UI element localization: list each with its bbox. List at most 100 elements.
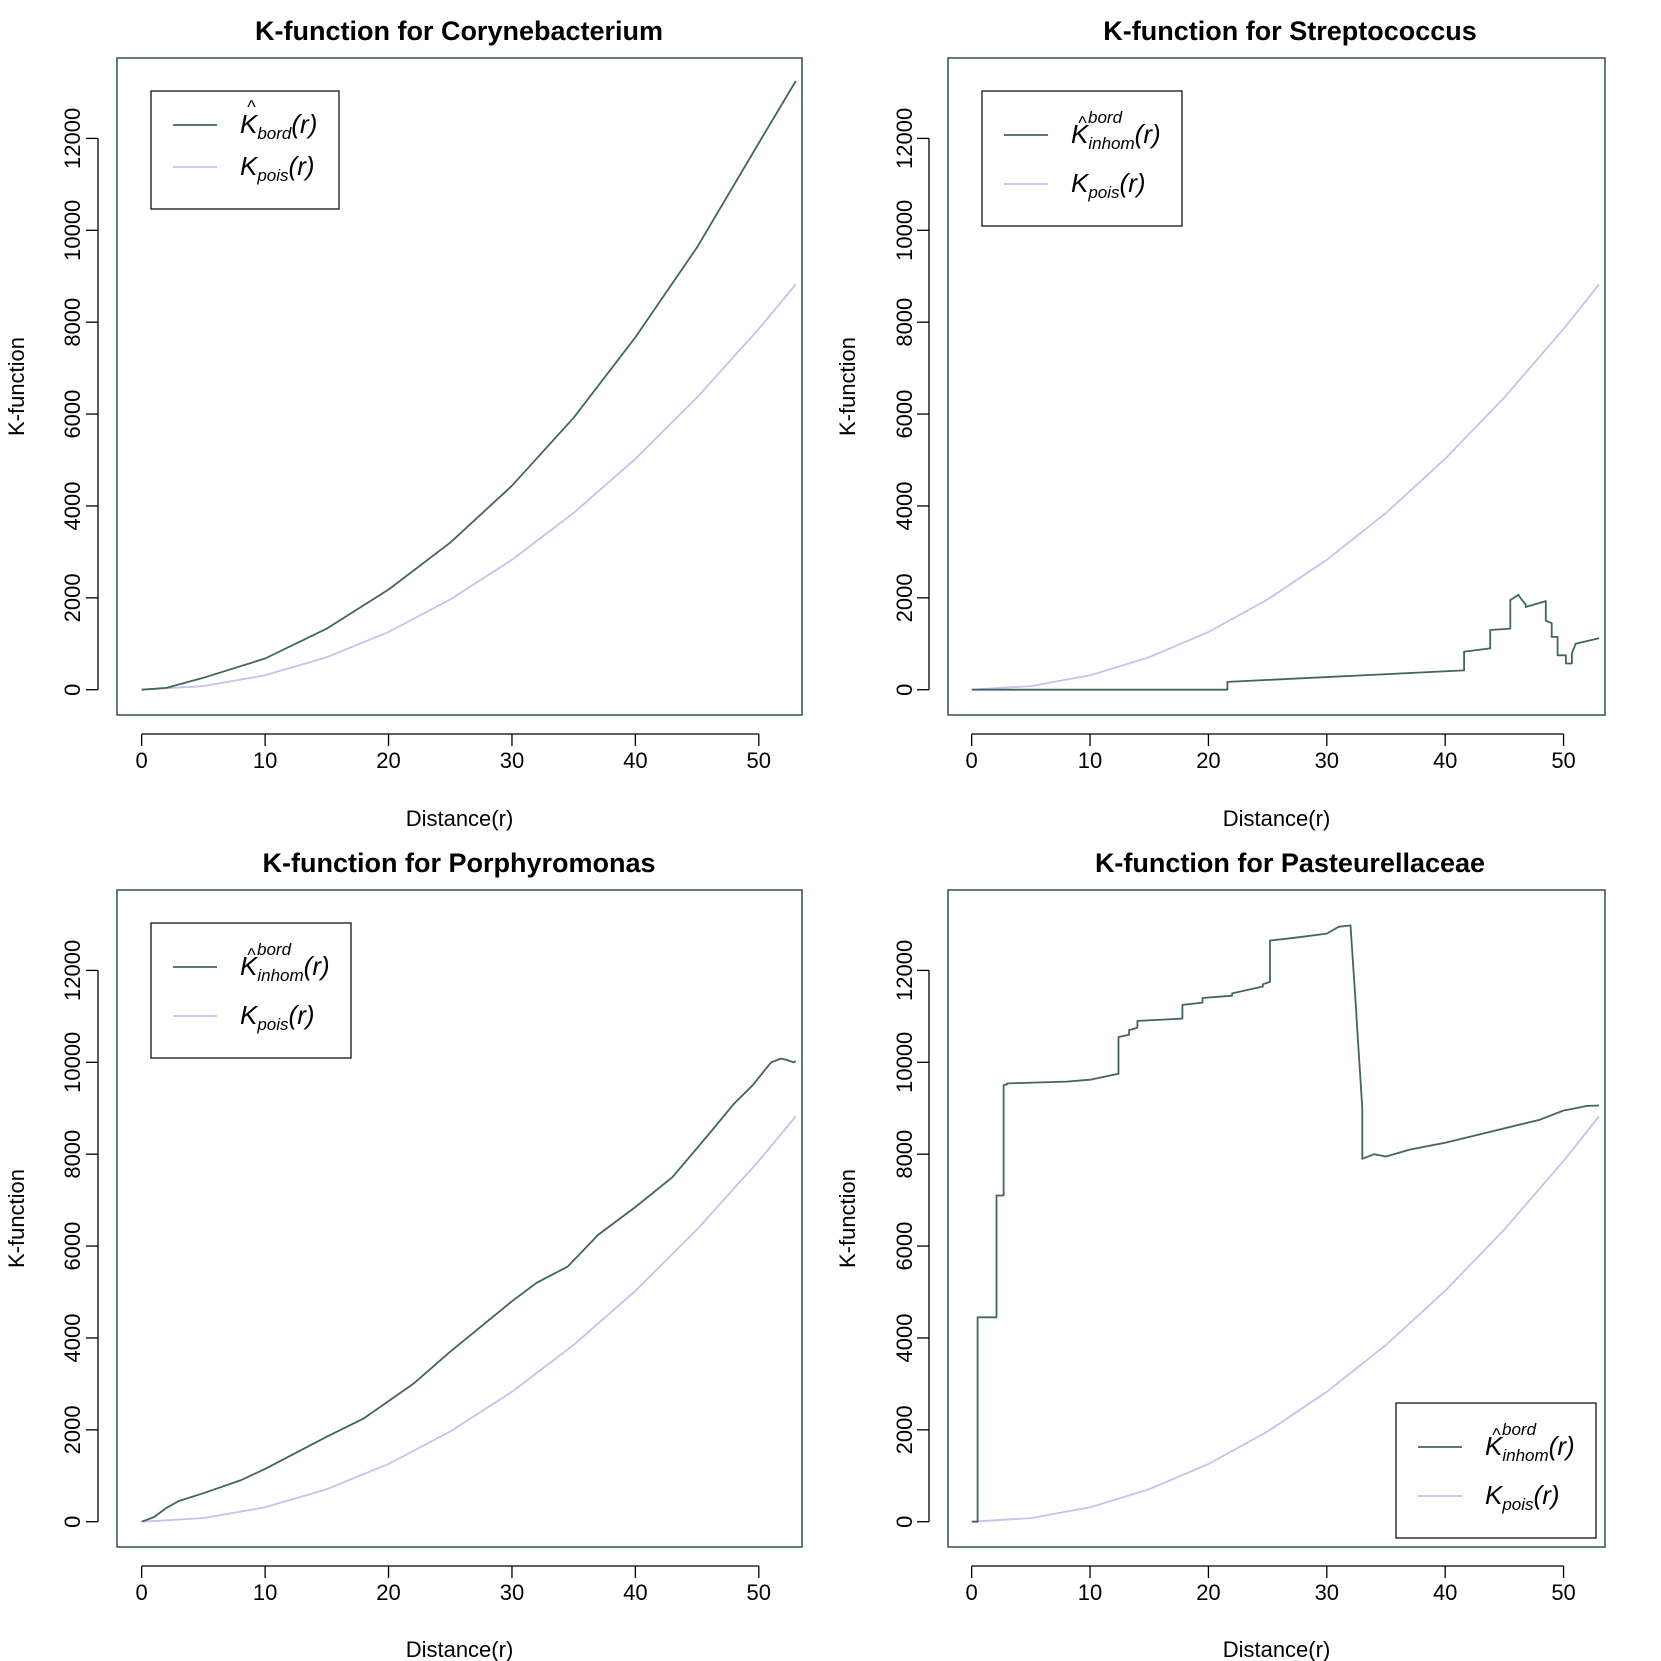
legend-label: Kpois(r) bbox=[240, 151, 315, 185]
y-tick-label: 2000 bbox=[892, 1405, 917, 1454]
x-tick-label: 30 bbox=[1315, 1580, 1339, 1605]
legend-label: Kinhom(r) bbox=[1071, 119, 1161, 153]
legend-label-sub: bord bbox=[257, 124, 292, 143]
legend-label-base: K bbox=[1485, 1431, 1504, 1461]
x-tick-label: 10 bbox=[253, 748, 277, 773]
legend-label-arg: (r) bbox=[1549, 1431, 1575, 1461]
legend: Kinhom(r)^ bord Kpois(r) bbox=[981, 90, 1183, 227]
legend-box bbox=[1395, 1402, 1597, 1539]
x-tick-label: 20 bbox=[376, 748, 400, 773]
y-tick-label: 2000 bbox=[892, 573, 917, 622]
panel-3: K-function for Porphyromonas 0 10 20 30 40 50 D… bbox=[4, 848, 803, 1661]
y-tick-label: 0 bbox=[892, 684, 917, 696]
y-tick-label: 2000 bbox=[60, 1405, 85, 1454]
legend-label-base: K bbox=[1485, 1480, 1504, 1510]
x-tick-label: 40 bbox=[1433, 748, 1457, 773]
legend-hat: ^ bbox=[1492, 1425, 1501, 1445]
plot-frame bbox=[116, 889, 803, 1548]
x-tick-label: 30 bbox=[500, 1580, 524, 1605]
legend-label: Kinhom(r) bbox=[240, 951, 330, 985]
x-axis: 0 10 20 30 40 50 bbox=[966, 1565, 1576, 1605]
legend-box bbox=[150, 922, 352, 1059]
series-line-estimate bbox=[141, 80, 797, 691]
y-tick-label: 8000 bbox=[892, 298, 917, 347]
x-axis-label: Distance(r) bbox=[406, 1637, 514, 1661]
legend-label-sub: pois bbox=[1087, 183, 1120, 202]
legend: Kbord(r)^Kpois(r) bbox=[150, 90, 340, 210]
y-tick-label: 2000 bbox=[60, 573, 85, 622]
y-tick-label: 12000 bbox=[892, 940, 917, 1001]
legend-label: Kpois(r) bbox=[1071, 168, 1146, 202]
legend-label-sub: inhom bbox=[1502, 1446, 1548, 1465]
y-tick-label: 4000 bbox=[892, 481, 917, 530]
y-tick-label: 4000 bbox=[60, 481, 85, 530]
legend-hat: ^ bbox=[247, 945, 256, 965]
y-axis-label: K-function bbox=[835, 1169, 860, 1268]
x-tick-label: 30 bbox=[1315, 748, 1339, 773]
y-tick-label: 10000 bbox=[892, 1032, 917, 1093]
legend-label: Kpois(r) bbox=[240, 1000, 315, 1034]
x-tick-label: 0 bbox=[136, 748, 148, 773]
legend-label-arg: (r) bbox=[289, 151, 315, 181]
legend-label: Kbord(r) bbox=[240, 109, 317, 143]
y-axis: 0 2000 4000 6000 8000 10000 12000 bbox=[892, 108, 930, 696]
legend-label-arg: (r) bbox=[289, 1000, 315, 1030]
legend-label-sub: inhom bbox=[1088, 134, 1134, 153]
legend-box bbox=[981, 90, 1183, 227]
legend-label-base: K bbox=[240, 951, 259, 981]
series-line-estimate bbox=[971, 924, 1600, 1523]
x-tick-label: 20 bbox=[1196, 1580, 1220, 1605]
series-line-poisson bbox=[971, 1115, 1600, 1523]
y-tick-label: 6000 bbox=[892, 1222, 917, 1271]
plot-frame bbox=[947, 889, 1606, 1548]
y-tick-label: 6000 bbox=[60, 1222, 85, 1271]
plot-frame bbox=[947, 57, 1606, 716]
legend-label-sup: bord bbox=[1088, 108, 1123, 127]
series-line-poisson bbox=[141, 1115, 797, 1523]
x-tick-label: 50 bbox=[1551, 1580, 1575, 1605]
y-axis-label: K-function bbox=[835, 337, 860, 436]
legend-label-base: K bbox=[240, 1000, 259, 1030]
x-axis-label: Distance(r) bbox=[1223, 806, 1331, 831]
x-tick-label: 40 bbox=[623, 1580, 647, 1605]
y-tick-label: 10000 bbox=[60, 200, 85, 261]
y-tick-label: 6000 bbox=[60, 390, 85, 439]
y-tick-label: 0 bbox=[60, 684, 85, 696]
chart-title: K-function for Porphyromonas bbox=[263, 848, 656, 878]
y-axis: 0 2000 4000 6000 8000 10000 12000 bbox=[60, 940, 99, 1528]
legend-hat: ^ bbox=[1078, 113, 1087, 133]
legend-label-sub: pois bbox=[1501, 1495, 1534, 1514]
y-axis-label: K-function bbox=[4, 1169, 29, 1268]
y-tick-label: 10000 bbox=[60, 1032, 85, 1093]
panel-2: K-function for Streptococcus 0 10 20 30 40 50 D… bbox=[835, 16, 1606, 831]
legend-hat: ^ bbox=[247, 97, 256, 117]
x-tick-label: 40 bbox=[1433, 1580, 1457, 1605]
panel-4: K-function for Pasteurellaceae 0 10 20 30 40 5… bbox=[835, 848, 1606, 1661]
legend-label-arg: (r) bbox=[304, 951, 330, 981]
y-tick-label: 12000 bbox=[60, 940, 85, 1001]
plot-frame bbox=[116, 57, 803, 716]
series-line-poisson bbox=[141, 283, 797, 691]
legend-label-base: K bbox=[1071, 168, 1090, 198]
x-tick-label: 0 bbox=[136, 1580, 148, 1605]
legend-label-sub: pois bbox=[256, 1015, 289, 1034]
y-tick-label: 12000 bbox=[892, 108, 917, 169]
legend-label-base: K bbox=[1071, 119, 1090, 149]
y-tick-label: 6000 bbox=[892, 390, 917, 439]
x-tick-label: 50 bbox=[1551, 748, 1575, 773]
legend-box bbox=[150, 90, 340, 210]
chart-title: K-function for Corynebacterium bbox=[255, 16, 663, 46]
y-tick-label: 12000 bbox=[60, 108, 85, 169]
y-tick-label: 4000 bbox=[60, 1313, 85, 1362]
series-line-estimate bbox=[971, 593, 1600, 691]
y-tick-label: 4000 bbox=[892, 1313, 917, 1362]
legend-label-base: K bbox=[240, 151, 259, 181]
x-tick-label: 10 bbox=[1078, 748, 1102, 773]
y-tick-label: 8000 bbox=[60, 1130, 85, 1179]
chart-title: K-function for Pasteurellaceae bbox=[1095, 848, 1485, 878]
y-axis: 0 2000 4000 6000 8000 10000 12000 bbox=[60, 108, 99, 696]
x-tick-label: 20 bbox=[1196, 748, 1220, 773]
x-tick-label: 0 bbox=[966, 1580, 978, 1605]
x-axis: 0 10 20 30 40 50 bbox=[136, 1565, 771, 1605]
